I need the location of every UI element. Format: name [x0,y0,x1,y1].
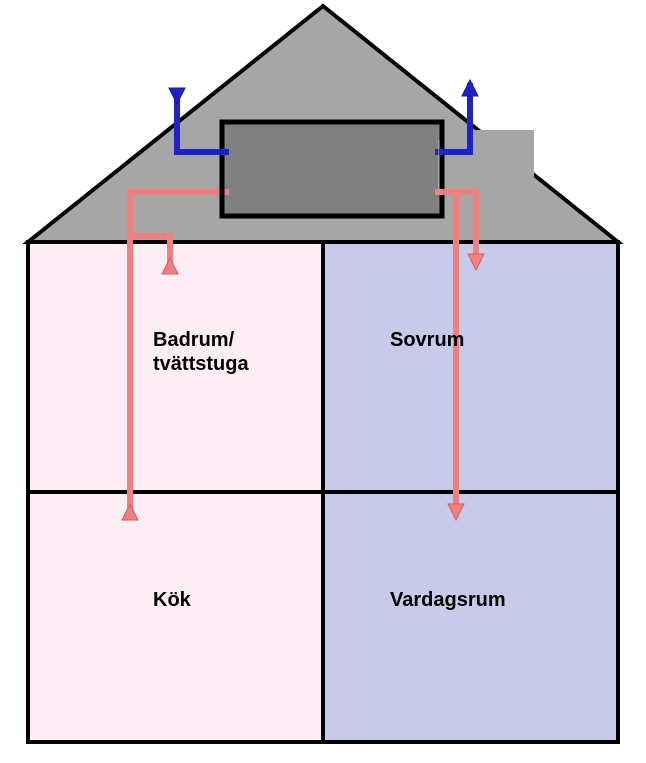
label-bedroom: Sovrum [390,329,464,351]
arrow-exhaust-icon [462,80,478,96]
ventilation-diagram: Badrum/ tvättstuga Sovrum Kök Vardagsrum [0,0,646,763]
arrow-intake-icon [169,88,185,104]
label-kitchen: Kök [153,589,192,611]
room-top-right [325,244,616,490]
room-bottom-left [30,494,321,740]
label-bathroom-1: Badrum/ [153,329,235,351]
label-living: Vardagsrum [390,589,506,611]
room-bottom-right [325,494,616,740]
patch3 [444,130,534,185]
label-bathroom-2: tvättstuga [153,353,249,375]
heat-exchanger [222,122,442,216]
